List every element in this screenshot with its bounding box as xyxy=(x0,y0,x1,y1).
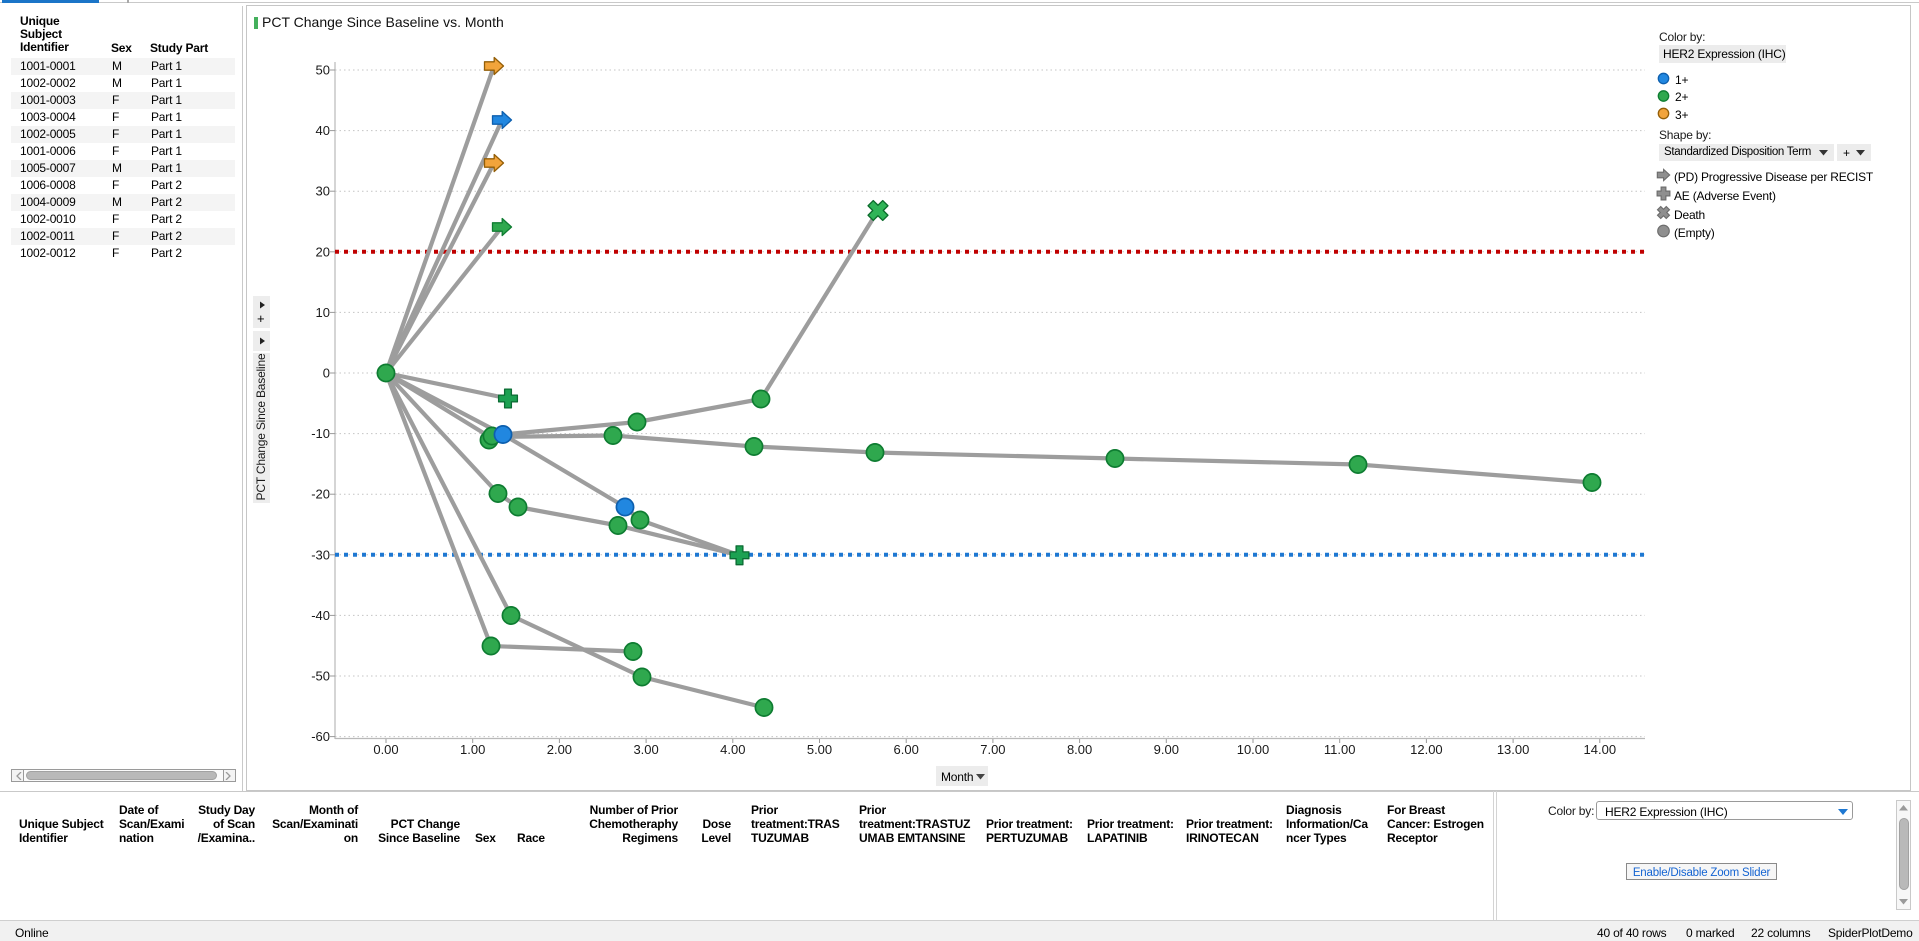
svg-text:2.00: 2.00 xyxy=(547,742,572,757)
svg-text:4.00: 4.00 xyxy=(720,742,745,757)
svg-text:12.00: 12.00 xyxy=(1410,742,1443,757)
svg-text:8.00: 8.00 xyxy=(1067,742,1092,757)
svg-text:6.00: 6.00 xyxy=(894,742,919,757)
svg-text:9.00: 9.00 xyxy=(1154,742,1179,757)
svg-text:-30: -30 xyxy=(311,547,330,562)
svg-text:10.00: 10.00 xyxy=(1237,742,1270,757)
svg-text:14.00: 14.00 xyxy=(1584,742,1617,757)
svg-text:3.00: 3.00 xyxy=(633,742,658,757)
svg-text:13.00: 13.00 xyxy=(1497,742,1530,757)
svg-text:-50: -50 xyxy=(311,669,330,684)
svg-text:20: 20 xyxy=(316,244,330,259)
svg-text:30: 30 xyxy=(316,184,330,199)
svg-text:5.00: 5.00 xyxy=(807,742,832,757)
svg-text:11.00: 11.00 xyxy=(1324,742,1356,757)
svg-text:-20: -20 xyxy=(311,487,330,502)
svg-text:0.00: 0.00 xyxy=(373,742,398,757)
svg-text:10: 10 xyxy=(316,305,330,320)
svg-text:1.00: 1.00 xyxy=(460,742,485,757)
svg-text:50: 50 xyxy=(316,63,330,78)
svg-text:-10: -10 xyxy=(311,426,330,441)
svg-text:-40: -40 xyxy=(311,608,330,623)
svg-text:40: 40 xyxy=(316,123,330,138)
svg-text:-60: -60 xyxy=(311,729,330,744)
svg-text:7.00: 7.00 xyxy=(980,742,1005,757)
svg-text:0: 0 xyxy=(323,366,330,381)
